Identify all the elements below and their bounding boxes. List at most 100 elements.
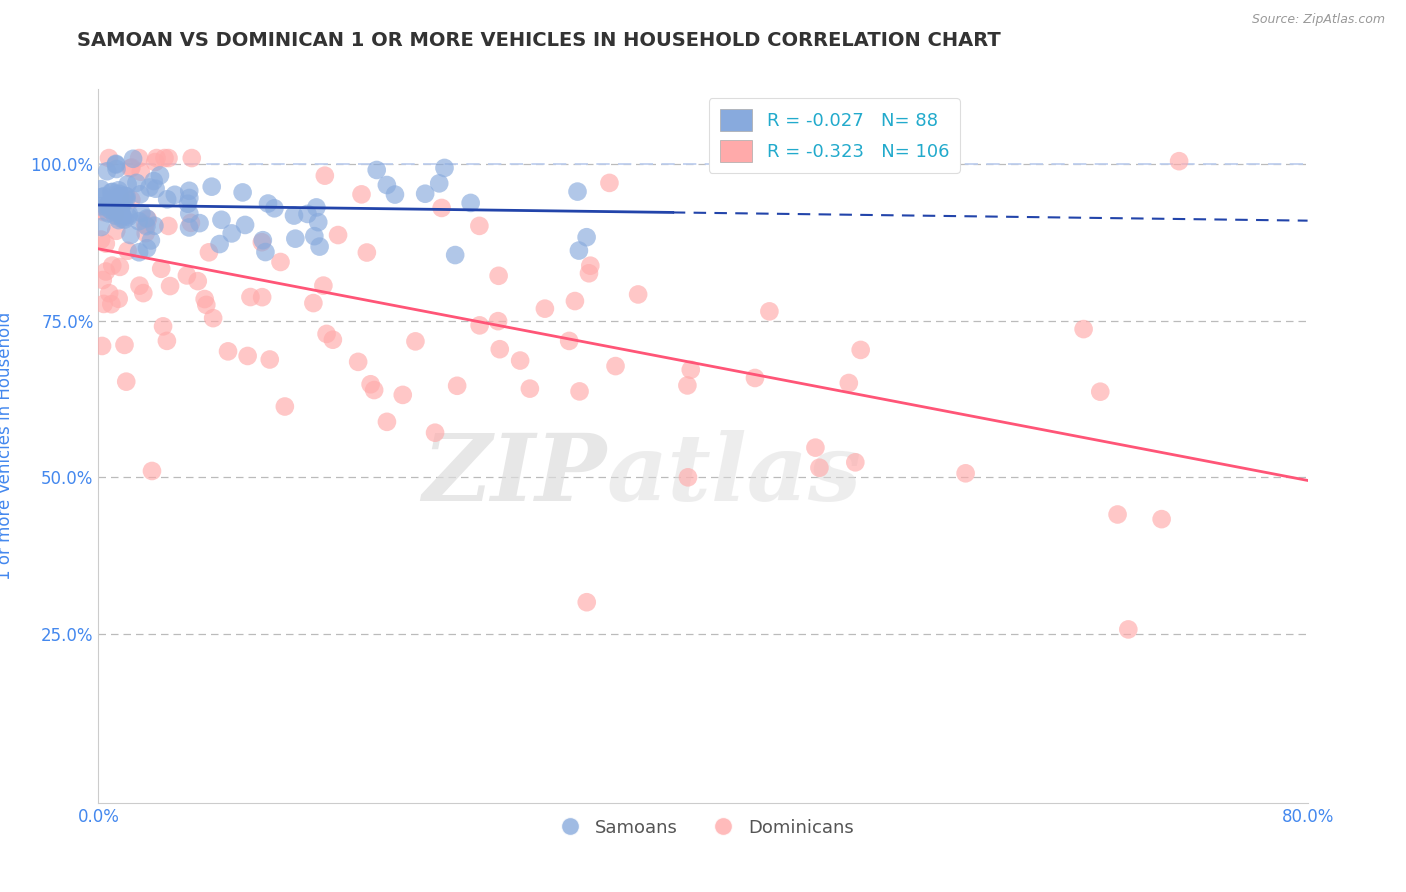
- Point: [98, 202, 121, 217]
- Point: [180, 151, 202, 165]
- Point: [198, 245, 221, 260]
- Point: [564, 294, 586, 309]
- Point: [236, 349, 259, 363]
- Point: [143, 155, 166, 169]
- Point: [347, 355, 370, 369]
- Point: [107, 292, 129, 306]
- Point: [375, 415, 398, 429]
- Point: [326, 228, 349, 243]
- Point: [108, 186, 131, 201]
- Point: [1118, 623, 1140, 637]
- Point: [104, 209, 127, 223]
- Point: [211, 212, 233, 227]
- Point: [304, 229, 326, 244]
- Point: [94, 236, 117, 251]
- Point: [120, 227, 142, 242]
- Point: [94, 264, 117, 278]
- Point: [129, 187, 152, 202]
- Point: [217, 344, 239, 359]
- Text: SAMOAN VS DOMINICAN 1 OR MORE VEHICLES IN HOUSEHOLD CORRELATION CHART: SAMOAN VS DOMINICAN 1 OR MORE VEHICLES I…: [77, 31, 1001, 50]
- Point: [433, 161, 456, 175]
- Point: [239, 290, 262, 304]
- Point: [135, 211, 157, 226]
- Point: [108, 260, 131, 274]
- Point: [259, 352, 281, 367]
- Point: [430, 201, 453, 215]
- Point: [128, 278, 150, 293]
- Point: [1168, 154, 1191, 169]
- Point: [118, 207, 141, 221]
- Point: [598, 176, 620, 190]
- Point: [274, 400, 297, 414]
- Point: [110, 202, 132, 217]
- Point: [187, 274, 209, 288]
- Point: [120, 161, 142, 176]
- Point: [363, 383, 385, 397]
- Point: [305, 201, 328, 215]
- Point: [135, 226, 157, 240]
- Point: [1150, 512, 1173, 526]
- Point: [488, 268, 510, 283]
- Point: [627, 287, 650, 301]
- Point: [115, 189, 138, 203]
- Point: [486, 314, 509, 328]
- Point: [221, 227, 243, 241]
- Point: [115, 375, 138, 389]
- Point: [488, 342, 510, 356]
- Point: [360, 377, 382, 392]
- Point: [89, 199, 111, 213]
- Point: [101, 185, 124, 199]
- Point: [145, 182, 167, 196]
- Point: [110, 198, 132, 212]
- Point: [125, 176, 148, 190]
- Point: [446, 378, 468, 392]
- Point: [176, 268, 198, 283]
- Point: [322, 333, 344, 347]
- Point: [93, 189, 115, 203]
- Point: [120, 193, 142, 207]
- Point: [567, 185, 589, 199]
- Point: [117, 244, 139, 258]
- Point: [128, 214, 150, 228]
- Point: [163, 187, 186, 202]
- Text: Source: ZipAtlas.com: Source: ZipAtlas.com: [1251, 13, 1385, 27]
- Point: [145, 151, 167, 165]
- Point: [307, 215, 329, 229]
- Point: [153, 151, 176, 165]
- Point: [114, 188, 136, 202]
- Point: [308, 239, 330, 253]
- Point: [195, 298, 218, 312]
- Point: [121, 161, 143, 175]
- Point: [104, 157, 127, 171]
- Point: [194, 292, 217, 306]
- Point: [302, 296, 325, 310]
- Point: [142, 174, 165, 188]
- Point: [101, 259, 124, 273]
- Point: [1090, 384, 1112, 399]
- Point: [132, 286, 155, 301]
- Point: [128, 245, 150, 260]
- Point: [105, 157, 128, 171]
- Point: [208, 237, 231, 252]
- Point: [534, 301, 557, 316]
- Point: [90, 190, 112, 204]
- Point: [100, 185, 122, 199]
- Point: [135, 219, 157, 233]
- Point: [157, 151, 180, 165]
- Point: [114, 212, 136, 227]
- Point: [744, 371, 766, 385]
- Point: [179, 184, 201, 198]
- Point: [509, 353, 531, 368]
- Point: [134, 218, 156, 232]
- Point: [252, 233, 274, 247]
- Point: [114, 338, 136, 352]
- Point: [157, 219, 180, 233]
- Point: [97, 151, 120, 165]
- Point: [129, 165, 152, 179]
- Point: [250, 290, 273, 304]
- Point: [177, 220, 200, 235]
- Point: [232, 186, 254, 200]
- Point: [575, 230, 598, 244]
- Point: [111, 212, 134, 227]
- Point: [356, 245, 378, 260]
